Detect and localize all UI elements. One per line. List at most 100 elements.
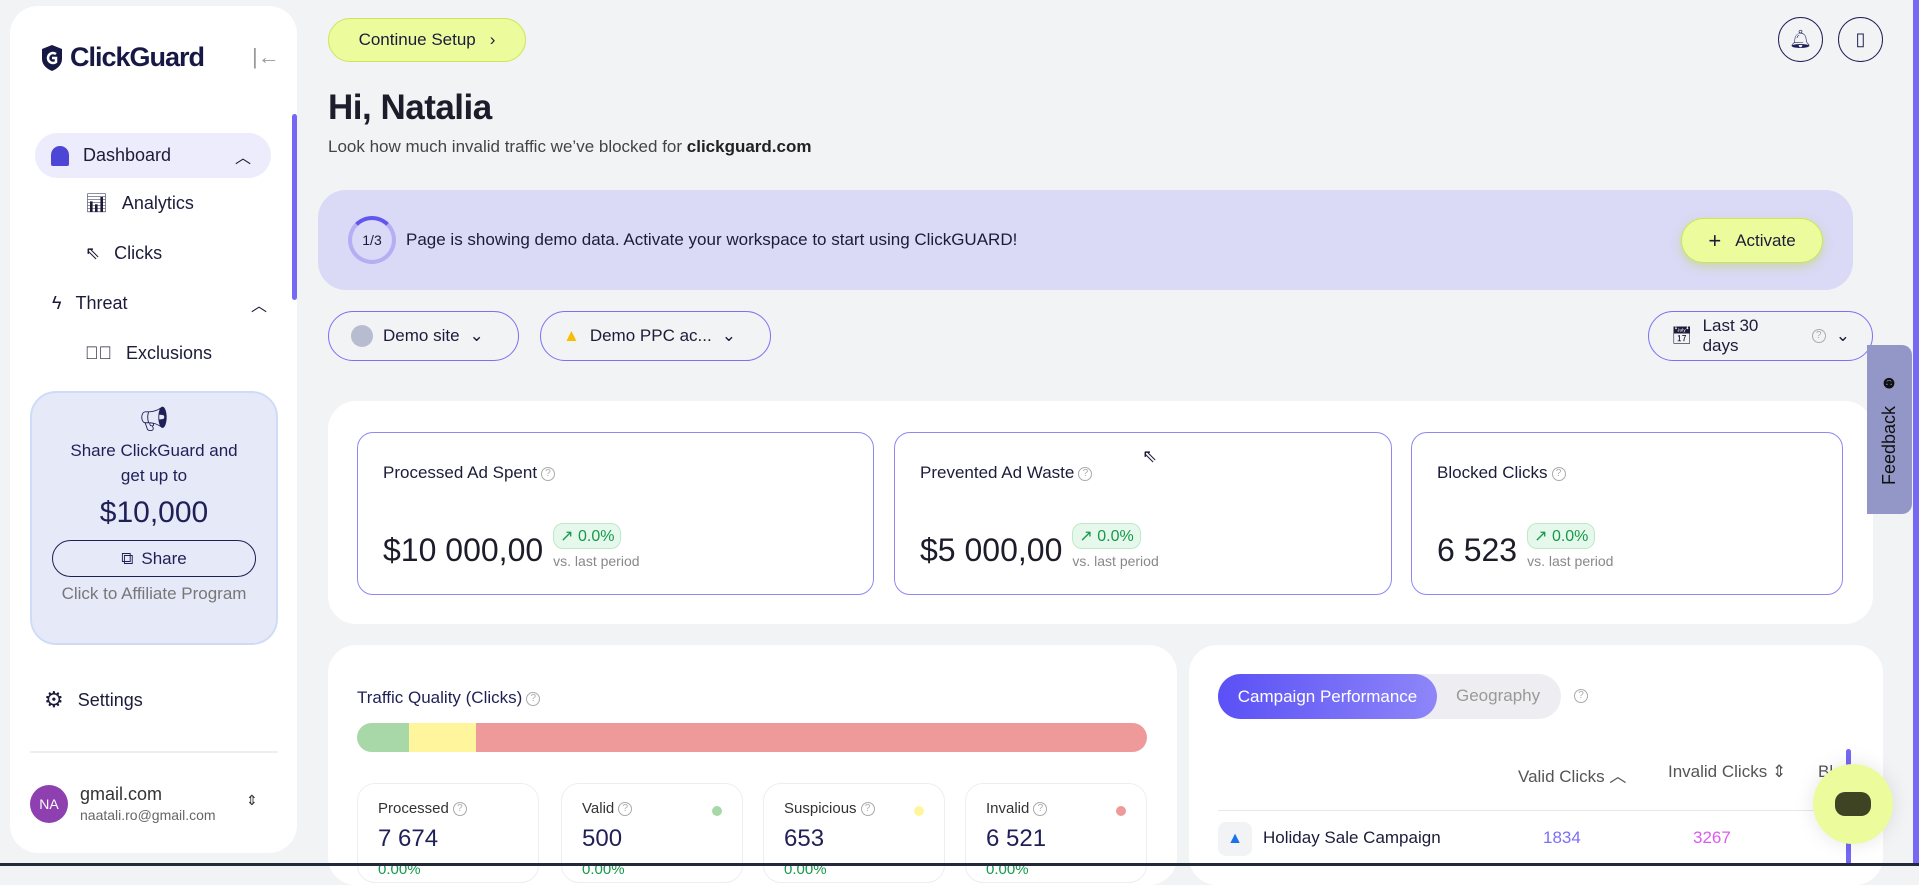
- card-label: Valid: [582, 800, 615, 817]
- chevron-down-icon: ⌄: [469, 326, 484, 345]
- affiliate-link[interactable]: Click to Affiliate Program: [61, 584, 247, 603]
- page-subtitle: Look how much invalid traffic we’ve bloc…: [328, 137, 811, 157]
- stat-label: Blocked Clicks: [1437, 463, 1548, 482]
- suspicious-card: Suspicious? 653 0.00%: [763, 783, 945, 883]
- chat-bubble-icon: [1835, 792, 1871, 816]
- collapse-sidebar-icon[interactable]: |←: [252, 44, 280, 69]
- feedback-label: Feedback: [1879, 405, 1899, 486]
- help-icon[interactable]: ?: [541, 466, 556, 481]
- chevron-up-down-icon[interactable]: ⇕: [246, 792, 258, 808]
- stat-card-processed-ad-spent: Processed Ad Spent? $10 000,00 ↗ 0.0% vs. …: [357, 432, 874, 595]
- help-icon[interactable]: ?: [1033, 802, 1048, 817]
- demo-data-banner: 1/3 Page is showing demo data. Activate …: [318, 190, 1853, 290]
- book-icon[interactable]: ▯: [1838, 17, 1883, 62]
- traffic-quality-title: Traffic Quality (Clicks)?: [357, 688, 541, 708]
- sidebar-item-clicks[interactable]: ⇖ Clicks: [35, 243, 162, 264]
- account-switcher[interactable]: gmail.com naatali.ro@gmail.com: [80, 784, 216, 823]
- sidebar-item-settings[interactable]: ⚙ Settings: [44, 687, 143, 713]
- sidebar-item-threat[interactable]: ϟ Threat ︿: [52, 293, 271, 315]
- card-label: Suspicious: [784, 800, 857, 817]
- sort-icon: ⇕: [1771, 762, 1787, 781]
- change-badge: ↗ 0.0%: [1527, 523, 1596, 549]
- feedback-tab[interactable]: Feedback ☻: [1867, 345, 1912, 514]
- chevron-up-icon: ︿: [250, 297, 267, 315]
- divider: [30, 751, 278, 753]
- card-value: 653: [784, 825, 825, 852]
- cursor-click-icon: ⇖: [85, 243, 101, 263]
- change-badge: ↗ 0.0%: [1072, 523, 1141, 549]
- status-dot: [1116, 806, 1126, 816]
- chevron-down-icon: ⌄: [1835, 326, 1850, 345]
- tab-campaign-performance[interactable]: Campaign Performance: [1218, 674, 1437, 719]
- brand-name: ClickGuard: [70, 42, 205, 72]
- site-select[interactable]: Demo site ⌄: [328, 311, 519, 361]
- invalid-segment: [476, 723, 1147, 752]
- stat-value: 6 523: [1437, 532, 1518, 568]
- help-icon[interactable]: ?: [526, 691, 541, 706]
- column-label: Valid Clicks: [1518, 767, 1605, 786]
- sidebar-item-dashboard[interactable]: Dashboard ︿: [35, 133, 271, 178]
- change-value: 0.0%: [578, 528, 615, 545]
- ppc-account-select[interactable]: ▲ Demo PPC ac... ⌄: [540, 311, 771, 361]
- help-icon[interactable]: ?: [860, 802, 875, 817]
- nav-label: Exclusions: [126, 343, 213, 363]
- change-badge: ↗ 0.0%: [553, 523, 622, 549]
- gear-icon: ⚙: [44, 687, 64, 712]
- chevron-right-icon: ›: [489, 30, 496, 49]
- activate-button[interactable]: + Activate: [1681, 218, 1823, 263]
- stats-panel: [328, 401, 1873, 624]
- help-icon[interactable]: ?: [618, 802, 633, 817]
- nav-label: Clicks: [114, 243, 163, 263]
- tab-geography[interactable]: Geography: [1456, 686, 1541, 705]
- sidebar-item-exclusions[interactable]: ✓⃝ Exclusions: [35, 343, 212, 364]
- card-value: 6 521: [986, 825, 1047, 852]
- mouse-cursor-icon: ⇖: [1142, 446, 1158, 466]
- home-icon: [51, 145, 69, 166]
- page-scrollbar[interactable]: [1913, 0, 1919, 866]
- promo-text: get up to: [120, 466, 188, 485]
- help-icon[interactable]: ?: [1811, 329, 1826, 343]
- banner-text: Page is showing demo data. Activate your…: [406, 230, 1018, 249]
- sidebar-item-analytics[interactable]: 📊︎ Analytics: [35, 193, 194, 214]
- stat-value: $10 000,00: [383, 532, 544, 568]
- smiley-icon: ☻: [1879, 373, 1899, 394]
- nav-label: Analytics: [121, 193, 194, 213]
- badge-check-icon: ✓⃝: [85, 343, 112, 363]
- promo-text: Share ClickGuard and: [70, 441, 238, 460]
- nav-label: Settings: [77, 689, 143, 710]
- title-text: Traffic Quality (Clicks): [357, 688, 523, 707]
- help-icon[interactable]: ?: [1551, 466, 1566, 481]
- campaign-tabs: Campaign Performance Geography: [1218, 674, 1561, 719]
- valid-clicks-value: 1834: [1543, 828, 1581, 847]
- change-value: 0.0%: [1551, 528, 1589, 545]
- table-divider: [1218, 810, 1838, 811]
- logo[interactable]: ClickGuard: [40, 42, 205, 73]
- share-button[interactable]: ⧉ Share: [52, 540, 256, 577]
- processed-card: Processed? 7 674 0.00%: [357, 783, 539, 883]
- help-icon[interactable]: ?: [1574, 689, 1588, 703]
- megaphone-icon: 📢︎: [138, 406, 170, 433]
- stat-value: $5 000,00: [920, 532, 1063, 568]
- help-icon[interactable]: ?: [1078, 466, 1093, 481]
- calendar-icon: 📅︎: [1671, 326, 1693, 345]
- sidebar-scrollbar[interactable]: [292, 114, 297, 300]
- chat-launcher[interactable]: [1813, 764, 1893, 844]
- continue-setup-button[interactable]: Continue Setup ›: [328, 18, 526, 62]
- help-icon[interactable]: ?: [452, 802, 467, 817]
- column-valid-clicks[interactable]: Valid Clicks ︿: [1518, 762, 1626, 787]
- column-label: Invalid Clicks: [1668, 762, 1768, 781]
- google-ads-icon: ▲: [1218, 822, 1252, 856]
- page-title: Hi, Natalia: [328, 88, 492, 127]
- invalid-clicks-value: 3267: [1693, 828, 1731, 847]
- external-link-icon: ⧉: [121, 548, 134, 568]
- google-ads-icon: ▲: [563, 326, 580, 345]
- notifications-bell-icon[interactable]: 🔔︎: [1778, 17, 1823, 62]
- vs-label: vs. last period: [1072, 553, 1159, 569]
- status-dot: [712, 806, 722, 816]
- date-range-select[interactable]: 📅︎ Last 30 days? ⌄: [1648, 311, 1873, 361]
- invalid-card: Invalid? 6 521 0.00%: [965, 783, 1147, 883]
- column-invalid-clicks[interactable]: Invalid Clicks ⇕: [1668, 762, 1786, 782]
- campaign-name[interactable]: Holiday Sale Campaign: [1263, 828, 1441, 847]
- valid-card: Valid? 500 0.00%: [561, 783, 743, 883]
- card-value: 500: [582, 825, 623, 852]
